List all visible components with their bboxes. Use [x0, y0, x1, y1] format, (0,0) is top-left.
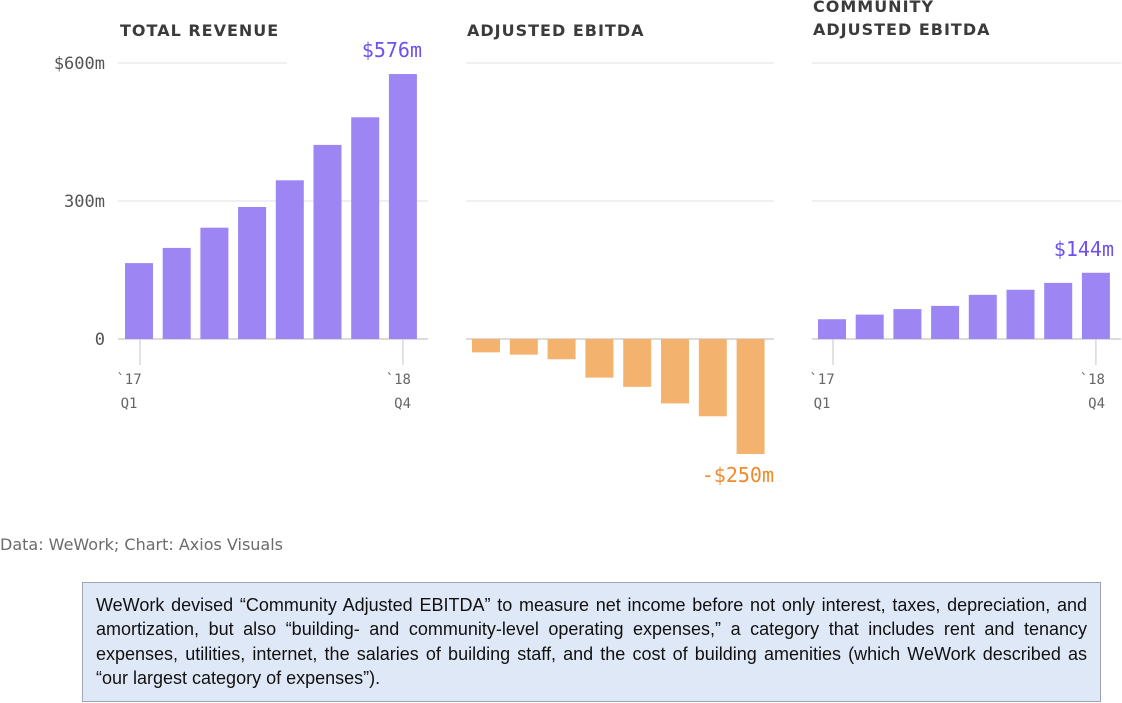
panel-title: ADJUSTED EBITDA — [467, 21, 644, 40]
x-tick-label: Q1 — [814, 396, 831, 412]
bar — [968, 294, 997, 339]
x-tick-label: `17 — [116, 372, 141, 388]
bar — [1044, 282, 1073, 339]
x-tick-label: `18 — [386, 372, 411, 388]
bar — [313, 144, 342, 339]
y-tick-label: 300m — [64, 192, 105, 212]
explanatory-note: WeWork devised “Community Adjusted EBITD… — [82, 582, 1101, 702]
x-tick-label: Q1 — [121, 396, 138, 412]
last-value-label: $144m — [1054, 237, 1114, 261]
bar — [547, 339, 576, 360]
charts-figure: TOTAL REVENUE $600m 300m 0 $576m `17 Q1 `18 Q4 AD… — [54, 0, 1121, 487]
x-tick-label: `18 — [1080, 372, 1105, 388]
bar — [736, 339, 765, 454]
bar — [1006, 289, 1035, 339]
chart-source: Data: WeWork; Chart: Axios Visuals — [0, 535, 284, 554]
x-tick-label: Q4 — [394, 396, 411, 412]
bar — [125, 263, 153, 339]
y-tick-label: 0 — [95, 330, 105, 350]
bar — [1081, 272, 1110, 339]
bar — [585, 339, 614, 378]
bar — [893, 309, 922, 339]
bar — [661, 339, 689, 404]
bar — [855, 314, 884, 339]
bar — [200, 227, 229, 339]
bar — [931, 305, 960, 339]
y-tick-label: $600m — [54, 54, 105, 74]
bar — [472, 339, 500, 353]
bar — [162, 247, 191, 339]
bar — [275, 180, 304, 339]
panel-title-line: ADJUSTED EBITDA — [813, 20, 990, 39]
bar — [818, 319, 846, 339]
bar — [698, 339, 727, 417]
panel-title: TOTAL REVENUE — [120, 21, 279, 40]
x-tick-label: `17 — [809, 372, 834, 388]
bar — [238, 206, 267, 339]
x-tick-label: Q4 — [1088, 396, 1105, 412]
panel-title-line: COMMUNITY — [813, 0, 934, 16]
bar — [623, 339, 652, 387]
bar — [509, 339, 538, 355]
bar — [388, 74, 417, 339]
bar — [351, 117, 380, 339]
last-value-label: $576m — [362, 38, 422, 62]
last-value-label: -$250m — [702, 463, 774, 487]
